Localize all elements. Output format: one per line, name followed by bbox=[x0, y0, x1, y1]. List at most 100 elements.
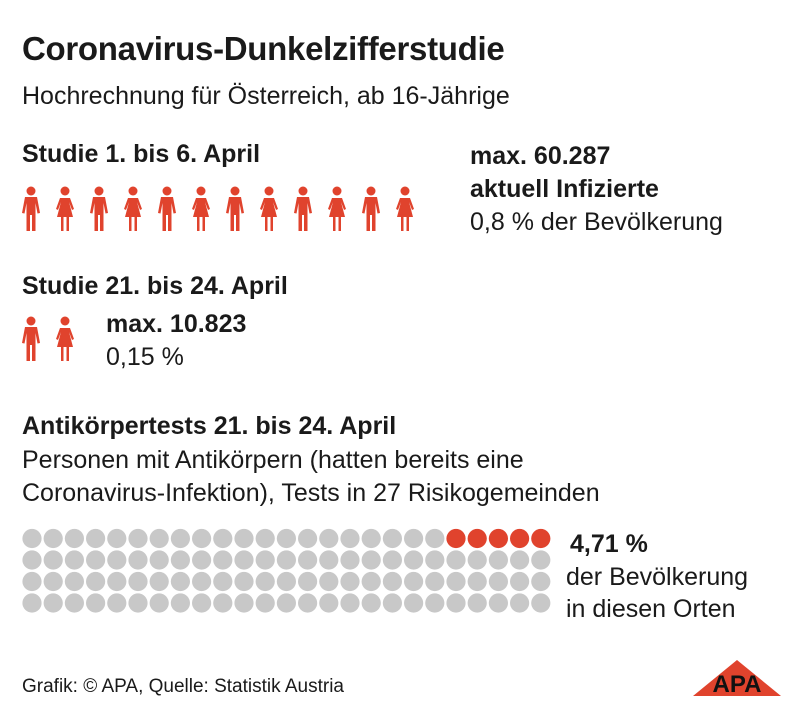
antibody-desc-line2: Coronavirus-Infektion), Tests in 27 Risi… bbox=[22, 479, 600, 507]
waffle-dot bbox=[192, 571, 212, 592]
waffle-dot bbox=[43, 593, 63, 613]
waffle-dot-highlighted bbox=[446, 528, 466, 549]
waffle-dot bbox=[192, 528, 212, 549]
waffle-dot bbox=[170, 571, 190, 592]
study1-people-row bbox=[18, 186, 426, 232]
waffle-dot bbox=[128, 528, 148, 549]
person-male-icon bbox=[154, 186, 180, 232]
waffle-dot bbox=[404, 571, 424, 592]
waffle-dot bbox=[488, 593, 508, 613]
waffle-dot bbox=[128, 550, 148, 570]
waffle-dot bbox=[86, 528, 106, 549]
antibody-heading: Antikörpertests 21. bis 24. April bbox=[22, 412, 397, 440]
waffle-dot bbox=[319, 550, 339, 570]
antibody-desc2-line2: in diesen Orten bbox=[566, 595, 736, 623]
waffle-dot bbox=[467, 571, 487, 592]
waffle-dot bbox=[361, 550, 381, 570]
waffle-dot bbox=[425, 550, 445, 570]
waffle-dot bbox=[425, 528, 445, 549]
study2-people-row bbox=[18, 316, 86, 362]
waffle-dot bbox=[340, 528, 360, 549]
waffle-dot bbox=[86, 571, 106, 592]
waffle-dot-highlighted bbox=[488, 528, 508, 549]
antibody-percent: 4,71 % bbox=[570, 530, 648, 558]
waffle-dot bbox=[149, 571, 169, 592]
waffle-dot bbox=[361, 593, 381, 613]
waffle-dot bbox=[467, 550, 487, 570]
waffle-dot bbox=[510, 550, 530, 570]
waffle-dot bbox=[234, 571, 254, 592]
page-title: Coronavirus-Dunkelzifferstudie bbox=[22, 30, 505, 67]
waffle-dot bbox=[531, 571, 551, 592]
logo-triangle-icon bbox=[693, 660, 781, 696]
waffle-dot bbox=[382, 528, 402, 549]
waffle-dot bbox=[170, 550, 190, 570]
waffle-dot bbox=[22, 593, 42, 613]
waffle-dot-highlighted bbox=[467, 528, 487, 549]
study2-percent: 0,15 % bbox=[106, 343, 184, 371]
source-footer: Grafik: © APA, Quelle: Statistik Austria bbox=[22, 676, 344, 697]
waffle-dot bbox=[149, 550, 169, 570]
study2-value: max. 10.823 bbox=[106, 310, 247, 338]
person-male-icon bbox=[86, 186, 112, 232]
waffle-dot bbox=[382, 593, 402, 613]
waffle-dot bbox=[276, 550, 296, 570]
waffle-svg bbox=[22, 528, 551, 613]
waffle-dot bbox=[170, 593, 190, 613]
waffle-dot bbox=[22, 571, 42, 592]
waffle-dot bbox=[298, 528, 318, 549]
person-male-icon bbox=[222, 186, 248, 232]
waffle-dot bbox=[234, 528, 254, 549]
person-female-icon bbox=[256, 186, 282, 232]
waffle-dot bbox=[107, 550, 127, 570]
waffle-dot bbox=[488, 550, 508, 570]
waffle-dot bbox=[340, 550, 360, 570]
waffle-dot bbox=[43, 571, 63, 592]
person-male-icon bbox=[358, 186, 384, 232]
waffle-dot bbox=[213, 593, 233, 613]
waffle-dot bbox=[467, 593, 487, 613]
logo-text: APA bbox=[713, 671, 762, 696]
waffle-dot bbox=[255, 593, 275, 613]
waffle-dot-highlighted bbox=[510, 528, 530, 549]
waffle-chart bbox=[22, 528, 552, 614]
waffle-dot bbox=[425, 571, 445, 592]
person-female-icon bbox=[52, 186, 78, 232]
page-subtitle: Hochrechnung für Österreich, ab 16-Jähri… bbox=[22, 82, 510, 110]
waffle-dot bbox=[382, 571, 402, 592]
waffle-dot bbox=[192, 550, 212, 570]
person-female-icon bbox=[120, 186, 146, 232]
waffle-dot bbox=[488, 571, 508, 592]
study1-percent: 0,8 % der Bevölkerung bbox=[470, 208, 723, 236]
waffle-dot bbox=[298, 593, 318, 613]
waffle-dot bbox=[255, 528, 275, 549]
waffle-dot bbox=[213, 571, 233, 592]
waffle-dot bbox=[298, 571, 318, 592]
person-female-icon bbox=[52, 316, 78, 362]
waffle-dot bbox=[170, 528, 190, 549]
waffle-dot bbox=[404, 528, 424, 549]
waffle-dot bbox=[234, 593, 254, 613]
waffle-dot bbox=[128, 571, 148, 592]
person-male-icon bbox=[18, 186, 44, 232]
waffle-dot bbox=[43, 550, 63, 570]
waffle-dot bbox=[531, 550, 551, 570]
waffle-dot bbox=[382, 550, 402, 570]
waffle-dot bbox=[107, 528, 127, 549]
waffle-dot bbox=[510, 593, 530, 613]
waffle-dot bbox=[213, 528, 233, 549]
waffle-dot bbox=[43, 528, 63, 549]
person-female-icon bbox=[188, 186, 214, 232]
waffle-dot bbox=[510, 571, 530, 592]
apa-logo: APA bbox=[693, 660, 781, 696]
waffle-dot bbox=[107, 593, 127, 613]
waffle-dot bbox=[446, 593, 466, 613]
study1-value: max. 60.287 bbox=[470, 142, 611, 170]
study1-heading: Studie 1. bis 6. April bbox=[22, 140, 261, 168]
waffle-dot bbox=[22, 550, 42, 570]
waffle-dot bbox=[531, 593, 551, 613]
person-female-icon bbox=[392, 186, 418, 232]
person-female-icon bbox=[324, 186, 350, 232]
waffle-dot bbox=[149, 528, 169, 549]
waffle-dot bbox=[446, 571, 466, 592]
